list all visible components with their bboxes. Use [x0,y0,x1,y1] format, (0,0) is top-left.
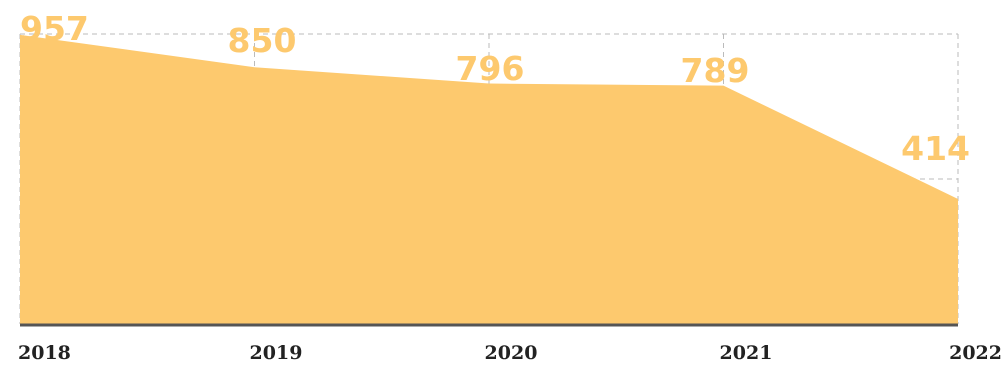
data-label-2019: 850 [228,21,297,60]
x-tick-labels: 2018 2019 2020 2021 2022 [18,342,1002,364]
data-labels: 957 850 796 789 414 [20,9,970,168]
x-tick-label-2019: 2019 [250,342,303,364]
x-tick-label-2018: 2018 [18,342,71,364]
data-label-2021: 789 [681,51,750,90]
x-tick-label-2020: 2020 [485,342,538,364]
x-tick-label-2021: 2021 [720,342,773,364]
area-series [20,34,958,324]
data-label-2020: 796 [456,49,525,88]
data-label-2022: 414 [901,129,970,168]
x-tick-label-2022: 2022 [949,342,1002,364]
data-label-2018: 957 [20,9,89,48]
